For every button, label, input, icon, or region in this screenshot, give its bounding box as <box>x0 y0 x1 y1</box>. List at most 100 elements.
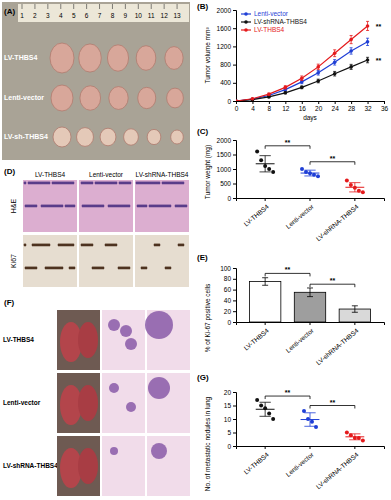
tick-label: 36 <box>381 105 389 112</box>
data-point <box>349 38 353 42</box>
data-point <box>361 439 365 443</box>
data-point <box>314 425 318 429</box>
nucleus <box>65 205 68 208</box>
ruler-tick <box>138 4 139 9</box>
tick-mark <box>233 10 236 11</box>
nodule <box>151 443 167 459</box>
nucleus <box>108 205 111 208</box>
significance-label: ** <box>330 399 336 406</box>
tick: LV-THBS4 <box>242 198 270 228</box>
significance-bracket <box>265 146 310 149</box>
nucleus <box>118 267 121 270</box>
tick: 2000 <box>217 7 236 14</box>
data-point <box>302 409 306 413</box>
tick-mark <box>351 101 352 104</box>
ruler-number: 8 <box>111 12 115 19</box>
tick: 4 <box>251 101 255 112</box>
ruler-number: 6 <box>85 12 89 19</box>
ruler-tick <box>112 4 113 9</box>
tumor-photo <box>147 129 161 144</box>
data-point <box>284 86 288 90</box>
tick-label: 0 <box>227 443 231 450</box>
column-label: LV-THBS4 <box>35 171 66 178</box>
tick: 0 <box>227 98 236 105</box>
nucleus <box>178 244 181 247</box>
panel-label: (E) <box>197 253 208 262</box>
tick: LV-THBS4 <box>242 322 270 352</box>
tick: 1200 <box>217 43 236 50</box>
data-point <box>284 91 288 95</box>
tumor-photo <box>80 86 101 110</box>
nodule <box>110 447 118 455</box>
significance-bracket <box>265 273 310 276</box>
tick-label: 20 <box>315 105 323 112</box>
y-axis: 020406080100 <box>220 265 236 326</box>
significance-label: ** <box>330 155 336 162</box>
nucleus <box>81 182 84 185</box>
tick-label: LV-shRNA-THBS4 <box>315 327 360 367</box>
data-point <box>333 61 337 65</box>
nucleus <box>136 182 139 185</box>
tick-label: Lenti-vector <box>284 450 315 478</box>
tick-mark <box>310 322 311 325</box>
data-point <box>259 404 263 408</box>
legend-label: LV-THBS4 <box>254 26 285 33</box>
tick-label: 80 <box>224 275 232 282</box>
tick-mark <box>233 101 236 102</box>
tick-mark <box>233 46 236 47</box>
micrograph <box>135 235 189 287</box>
row-label: Ki67 <box>10 254 17 268</box>
significance-label: ** <box>330 277 336 284</box>
tumor-photo <box>138 87 156 108</box>
nucleus <box>58 244 61 247</box>
axis-line <box>237 323 385 326</box>
nucleus <box>52 182 55 185</box>
ruler <box>18 4 189 22</box>
error-bar <box>349 434 360 440</box>
nucleus <box>175 205 178 208</box>
plot-area <box>236 21 369 101</box>
data-point <box>271 417 275 421</box>
tick-label: 28 <box>348 105 356 112</box>
nucleus <box>81 244 84 247</box>
tick: 1500 <box>217 151 236 158</box>
tick-mark <box>302 101 303 104</box>
nucleus <box>41 205 44 208</box>
tick: 60 <box>224 286 236 293</box>
tick: 80 <box>224 275 236 282</box>
tick-label: 0 <box>227 319 231 326</box>
tumor-photo <box>79 44 102 72</box>
tumor-photo <box>124 129 139 145</box>
tick-mark <box>233 268 236 269</box>
annotation: ** <box>376 57 382 64</box>
tick-mark <box>318 101 319 104</box>
error-bar <box>304 170 315 176</box>
tumor-photo <box>107 45 128 71</box>
significance-label: ** <box>285 389 291 396</box>
tick-mark <box>384 101 385 104</box>
tick: 32 <box>364 101 372 112</box>
x-axis: LV-THBS4 Lenti-vectorLV-shRNA-THBS4 <box>237 322 385 366</box>
error-bar <box>267 93 270 95</box>
nodule <box>109 383 119 393</box>
ruler-number: 9 <box>124 12 128 19</box>
tick-label: 800 <box>220 61 231 68</box>
nucleus <box>82 205 85 208</box>
x-axis: 04812162024283236 <box>235 101 389 112</box>
tick: LV-shRNA-THBS4 <box>315 322 360 366</box>
tumor-photo <box>53 127 71 147</box>
tick: 0 <box>227 195 236 202</box>
tick: 1000 <box>217 166 236 173</box>
data-point <box>333 51 337 55</box>
tick-mark <box>233 198 236 199</box>
ruler-number: 13 <box>173 12 181 19</box>
tick-label: Lenti-vector <box>284 326 315 354</box>
axis-title: days <box>303 114 317 122</box>
nodule <box>108 319 120 331</box>
error-bar <box>260 156 271 172</box>
tumor-photo <box>109 87 128 110</box>
nucleus <box>25 205 28 208</box>
legend-label: LV-shRNA-THBS4 <box>254 18 307 25</box>
figure: 12345678910111213(A)LV-THBS4Lenti-vector… <box>0 0 391 500</box>
nucleus <box>149 205 152 208</box>
